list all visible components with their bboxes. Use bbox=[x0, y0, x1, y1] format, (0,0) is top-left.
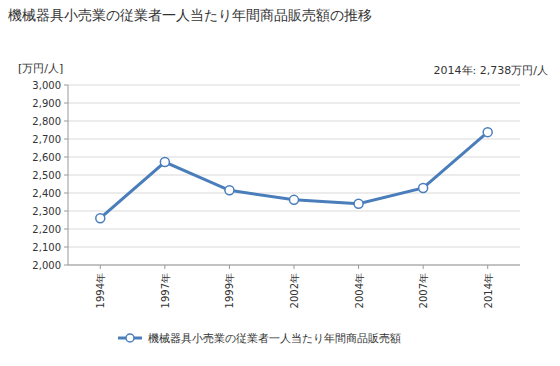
y-tick bbox=[64, 265, 68, 266]
x-tick-label: 1994年 bbox=[95, 273, 106, 308]
marker bbox=[419, 183, 428, 192]
x-tick bbox=[294, 265, 295, 269]
grid-line bbox=[68, 157, 520, 158]
x-tick-label: 2014年 bbox=[483, 273, 494, 308]
legend-marker bbox=[126, 334, 134, 342]
x-tick bbox=[229, 265, 230, 269]
y-tick-label: 2,400 bbox=[32, 188, 61, 199]
grid-line bbox=[68, 139, 520, 140]
x-tick-label: 2004年 bbox=[354, 273, 365, 308]
x-tick bbox=[487, 265, 488, 269]
y-tick bbox=[64, 247, 68, 248]
marker bbox=[160, 158, 169, 167]
x-tick bbox=[100, 265, 101, 269]
legend-label: 機械器具小売業の従業者一人当たり年間商品販売額 bbox=[148, 332, 401, 345]
grid-line bbox=[68, 229, 520, 230]
y-tick-label: 2,900 bbox=[32, 98, 61, 109]
y-tick-label: 2,000 bbox=[32, 260, 61, 271]
series-group bbox=[96, 128, 492, 223]
x-tick-label: 2002年 bbox=[289, 273, 300, 308]
y-tick-label: 2,600 bbox=[32, 152, 61, 163]
y-tick bbox=[64, 103, 68, 104]
y-tick-label: 2,500 bbox=[32, 170, 61, 181]
y-tick-label: 3,000 bbox=[32, 80, 61, 91]
grid-line bbox=[68, 211, 520, 212]
marker bbox=[96, 214, 105, 223]
title: 機械器具小売業の従業者一人当たり年間商品販売額の推移 bbox=[8, 7, 372, 23]
grid-line bbox=[68, 247, 520, 248]
x-tick-label: 1999年 bbox=[224, 273, 235, 308]
grid-line bbox=[68, 103, 520, 104]
marker bbox=[354, 199, 363, 208]
x-tick bbox=[358, 265, 359, 269]
y-axis-label: [万円/人] bbox=[18, 62, 63, 75]
marker bbox=[225, 186, 234, 195]
y-tick bbox=[64, 121, 68, 122]
y-tick bbox=[64, 175, 68, 176]
x-tick-label: 2007年 bbox=[418, 273, 429, 308]
y-tick-label: 2,200 bbox=[32, 224, 61, 235]
y-tick-label: 2,800 bbox=[32, 116, 61, 127]
y-tick bbox=[64, 211, 68, 212]
marker bbox=[290, 195, 299, 204]
grid-line bbox=[68, 121, 520, 122]
y-axis bbox=[68, 85, 69, 265]
annotation: 2014年: 2,738万円/人 bbox=[434, 64, 548, 77]
grid-line bbox=[68, 175, 520, 176]
grid-line bbox=[68, 193, 520, 194]
y-tick bbox=[64, 139, 68, 140]
y-tick bbox=[64, 193, 68, 194]
x-tick bbox=[164, 265, 165, 269]
x-tick bbox=[423, 265, 424, 269]
y-tick-label: 2,700 bbox=[32, 134, 61, 145]
y-tick bbox=[64, 157, 68, 158]
y-tick-label: 2,300 bbox=[32, 206, 61, 217]
y-tick-label: 2,100 bbox=[32, 242, 61, 253]
line bbox=[100, 132, 487, 218]
plot-area bbox=[68, 85, 520, 265]
marker bbox=[483, 128, 492, 137]
y-tick bbox=[64, 229, 68, 230]
chart: 機械器具小売業の従業者一人当たり年間商品販売額の推移 [万円/人] 2014年: 2… bbox=[0, 0, 560, 366]
x-tick-label: 1997年 bbox=[160, 273, 171, 308]
y-tick bbox=[64, 85, 68, 86]
grid-line bbox=[68, 85, 520, 86]
